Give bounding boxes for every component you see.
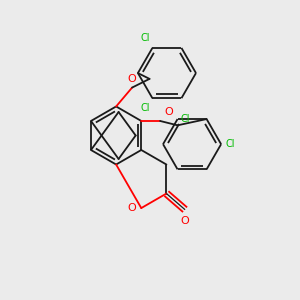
- Text: O: O: [128, 74, 136, 84]
- Text: Cl: Cl: [140, 103, 149, 113]
- Text: Cl: Cl: [226, 139, 236, 149]
- Text: O: O: [164, 107, 173, 117]
- Text: Cl: Cl: [140, 33, 149, 43]
- Text: O: O: [181, 215, 189, 226]
- Text: Cl: Cl: [181, 114, 190, 124]
- Text: O: O: [128, 203, 136, 213]
